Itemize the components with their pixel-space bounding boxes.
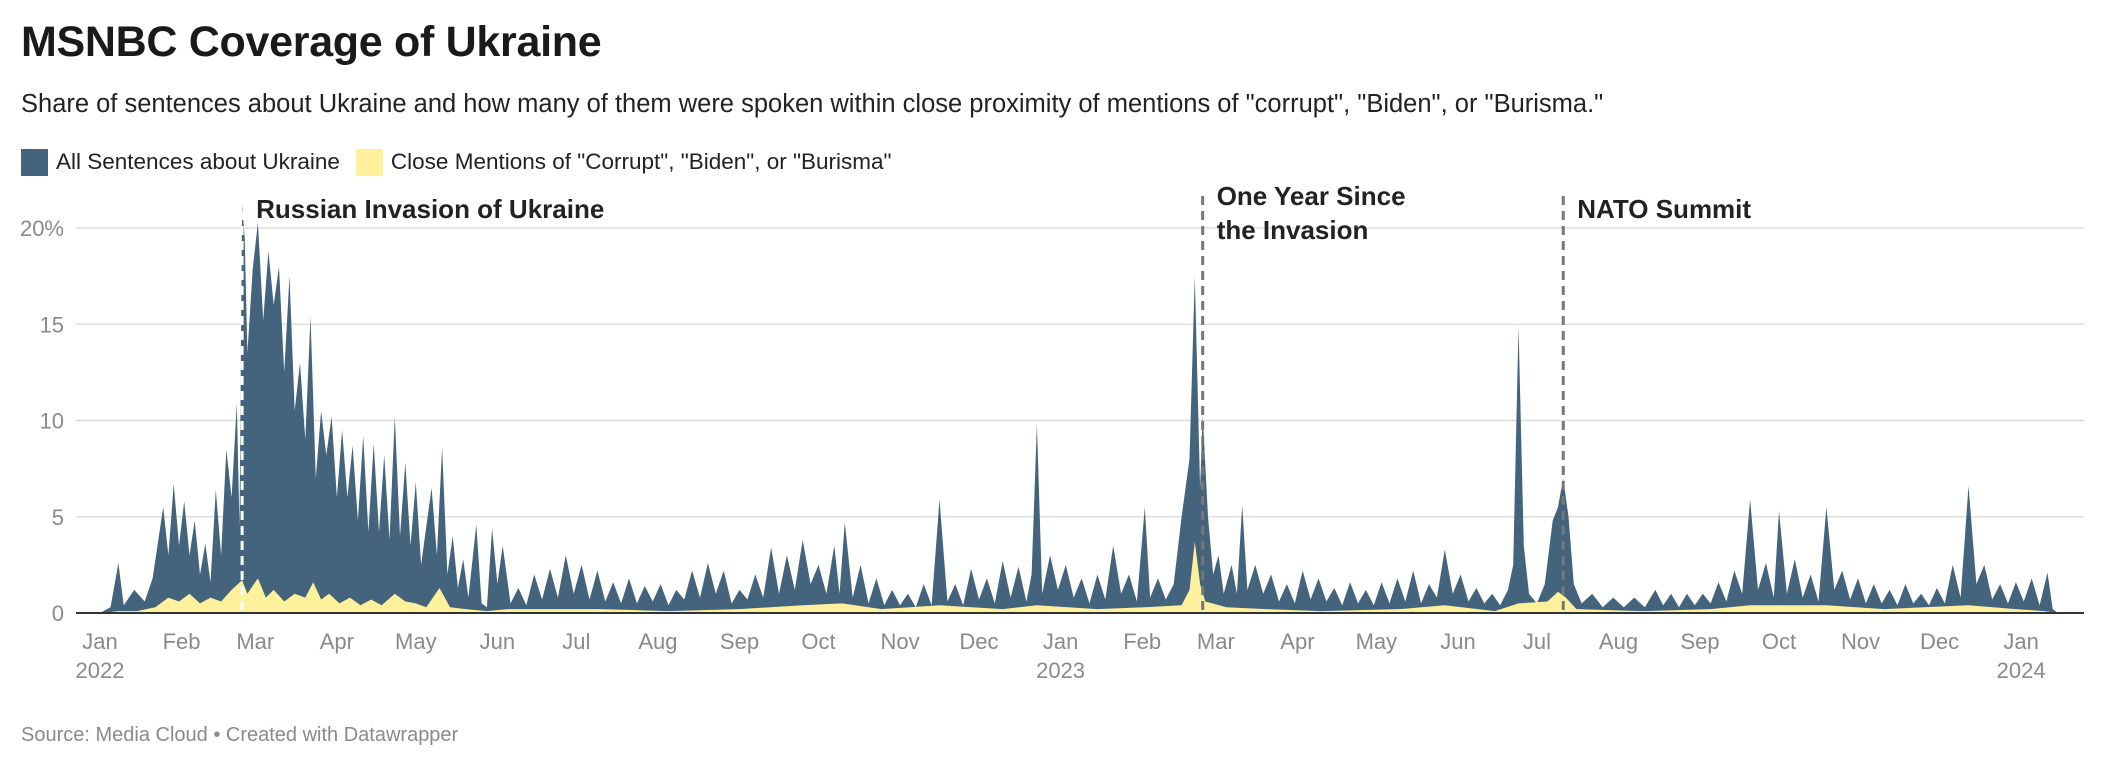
x-tick-label-18: Jul	[1523, 629, 1551, 654]
y-axis-labels: 0 5 10 15 20%	[20, 216, 64, 626]
y-tick-label-0: 0	[52, 601, 64, 626]
x-tick-year-2022: 2022	[76, 658, 125, 683]
x-tick-label-24: Jan	[2003, 629, 2038, 654]
x-tick-label-22: Nov	[1841, 629, 1880, 654]
source-note: Source: Media Cloud • Created with Dataw…	[21, 724, 459, 746]
x-tick-label-11: Dec	[959, 629, 998, 654]
annotation-label-0-0: Russian Invasion of Ukraine	[256, 194, 604, 224]
legend-item-all-sentences: All Sentences about Ukraine	[21, 148, 340, 176]
x-tick-label-19: Aug	[1599, 629, 1638, 654]
x-tick-label-17: Jun	[1440, 629, 1475, 654]
x-tick-label-21: Oct	[1762, 629, 1796, 654]
x-tick-label-15: Apr	[1280, 629, 1314, 654]
x-tick-label-6: Jul	[562, 629, 590, 654]
x-tick-label-0: Jan	[82, 629, 117, 654]
x-tick-year-2024: 2024	[1997, 658, 2046, 683]
annotation-labels: Russian Invasion of Ukraine One Year Sinc…	[256, 181, 1751, 245]
x-tick-label-4: May	[395, 629, 437, 654]
x-tick-label-16: May	[1356, 629, 1398, 654]
annotation-label-1-0: One Year Since	[1217, 181, 1406, 211]
x-tick-label-1: Feb	[163, 629, 201, 654]
legend-item-close-mentions: Close Mentions of "Corrupt", "Biden", or…	[355, 148, 892, 176]
chart-title: MSNBC Coverage of Ukraine	[21, 18, 602, 66]
annotation-label-2-0: NATO Summit	[1577, 194, 1751, 224]
x-tick-label-2: Mar	[236, 629, 274, 654]
x-tick-label-12: Jan	[1043, 629, 1078, 654]
x-axis: Jan 2022 Feb Mar Apr May Jun Jul Aug Sep Oct Nov Dec…	[76, 612, 2084, 683]
y-tick-label-15: 15	[40, 312, 64, 337]
legend-label-close-mentions: Close Mentions of "Corrupt", "Biden", or…	[390, 149, 892, 174]
x-tick-label-8: Sep	[720, 629, 759, 654]
x-tick-label-7: Aug	[638, 629, 677, 654]
annotation-lines	[240, 196, 1565, 613]
x-tick-label-23: Dec	[1920, 629, 1959, 654]
chart-subtitle: Share of sentences about Ukraine and how…	[21, 90, 1604, 118]
area-series-close-mentions	[100, 541, 2058, 613]
legend-swatch-all-sentences	[21, 148, 48, 176]
y-gridlines	[76, 227, 2084, 518]
x-tick-label-3: Apr	[320, 629, 354, 654]
x-tick-label-14: Mar	[1197, 629, 1235, 654]
y-tick-label-20: 20%	[20, 216, 64, 241]
area-series	[100, 204, 2058, 613]
area-series-all-sentences	[100, 204, 2058, 613]
x-tick-label-20: Sep	[1681, 629, 1720, 654]
legend-label-all-sentences: All Sentences about Ukraine	[56, 149, 340, 174]
legend-swatch-close-mentions	[355, 148, 383, 176]
annotation-label-1-1: the Invasion	[1217, 215, 1369, 245]
x-tick-label-5: Jun	[480, 629, 515, 654]
x-tick-label-13: Feb	[1123, 629, 1161, 654]
y-tick-label-5: 5	[52, 505, 64, 530]
legend: All Sentences about Ukraine Close Mentio…	[21, 147, 908, 177]
x-tick-label-10: Nov	[880, 629, 919, 654]
x-tick-year-2023: 2023	[1036, 658, 1085, 683]
x-tick-label-9: Oct	[801, 629, 835, 654]
y-tick-label-10: 10	[40, 409, 64, 434]
